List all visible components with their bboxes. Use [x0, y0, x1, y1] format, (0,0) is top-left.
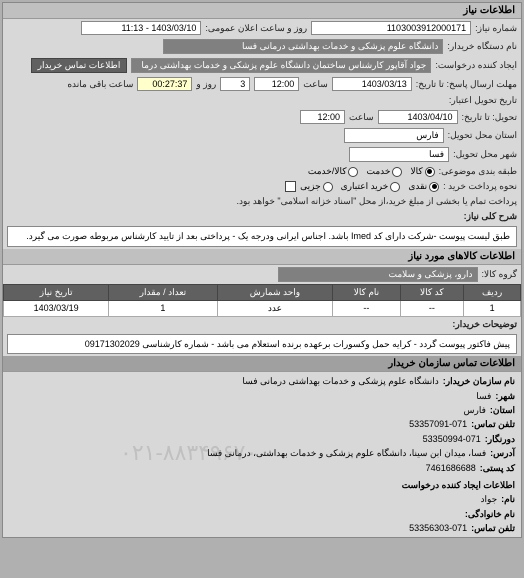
budget-radio-service[interactable]: خدمت	[366, 166, 402, 177]
fax-value: 53350994-071	[423, 432, 481, 446]
delivery-label: تاریخ تحویل اعتبار:	[449, 95, 517, 106]
buyer-name-field: دانشگاه علوم پزشکی و خدمات بهداشتی درمان…	[163, 39, 443, 54]
creator-header: اطلاعات ایجاد کننده درخواست	[402, 478, 515, 492]
city-info-value: فسا	[476, 389, 491, 403]
city-label: شهر محل تحویل:	[453, 149, 517, 160]
buyer-note-text: پیش فاکتور پیوست گردد - کرایه حمل وکسورا…	[7, 334, 517, 355]
request-no-label: شماره نیاز:	[475, 23, 517, 34]
name-label: نام:	[501, 492, 515, 506]
goods-table: ردیف کد کالا نام کالا واحد شمارش تعداد /…	[3, 284, 521, 317]
tel-label: تلفن تماس:	[471, 521, 515, 535]
postal-label: کد پستی:	[480, 461, 515, 475]
col-name: نام کالا	[333, 284, 400, 300]
remain-time-field: 00:27:37	[137, 77, 192, 91]
section-header-need: اطلاعات نیاز	[3, 3, 521, 19]
address-value: فسا، میدان ابن سینا، دانشگاه علوم پزشکی …	[207, 446, 486, 460]
buyer-name-label: نام دستگاه خریدار:	[447, 41, 517, 52]
desc-label: شرح کلی نیاز:	[464, 211, 517, 222]
buyer-note-label: توضیحات خریدار:	[452, 319, 517, 330]
delivery-date-label: تحویل: تا تاریخ:	[462, 112, 517, 123]
phone-value: 53357091-071	[409, 417, 467, 431]
name-value: جواد	[480, 492, 497, 506]
city-field: فسا	[349, 147, 449, 162]
treasury-checkbox[interactable]	[285, 181, 296, 192]
budget-label: طبقه بندی موضوعی:	[439, 166, 517, 177]
requester-field: جواد آقاپور کارشناس ساختمان دانشگاه علوم…	[131, 58, 431, 73]
deadline-label: مهلت ارسال پاسخ: تا تاریخ:	[416, 79, 517, 90]
cell-code: --	[400, 300, 464, 316]
group-label: گروه کالا:	[482, 269, 517, 280]
col-code: کد کالا	[400, 284, 464, 300]
province-field: فارس	[344, 128, 444, 143]
payment-label: نحوه پرداخت خرید :	[443, 181, 517, 192]
payment-radio-group: نقدی خرید اعتباری جزیی	[300, 181, 439, 192]
announce-field: 1403/03/10 - 11:13	[81, 21, 201, 35]
remain-label: ساعت باقی مانده	[67, 79, 133, 90]
cell-qty: 1	[109, 300, 217, 316]
request-no-field: 1103003912000171	[311, 21, 471, 35]
col-date: تاریخ نیاز	[4, 284, 109, 300]
col-row: ردیف	[464, 284, 521, 300]
table-row[interactable]: 1 -- -- عدد 1 1403/03/19	[4, 300, 521, 316]
address-label: آدرس:	[490, 446, 515, 460]
cell-date: 1403/03/19	[4, 300, 109, 316]
radio-icon	[390, 182, 400, 192]
payment-note: پرداخت تمام یا بخشی از مبلغ خرید،از محل …	[237, 196, 517, 207]
col-qty: تعداد / مقدار	[109, 284, 217, 300]
city-info-label: شهر:	[495, 389, 515, 403]
org-value: دانشگاه علوم پزشکی و خدمات بهداشتی درمان…	[242, 374, 438, 388]
desc-text: طبق لیست پیوست -شرکت دارای کد Imed باشد.…	[7, 226, 517, 247]
province-info-label: استان:	[490, 403, 515, 417]
contact-header: اطلاعات تماس سازمان خریدار	[3, 356, 521, 372]
deadline-time-label: ساعت	[303, 79, 328, 90]
contact-buyer-button[interactable]: اطلاعات تماس خریدار	[31, 58, 128, 73]
province-info-value: فارس	[464, 403, 486, 417]
deadline-time-field: 12:00	[254, 77, 299, 91]
payment-radio-credit[interactable]: خرید اعتباری	[341, 181, 401, 192]
requester-label: ایجاد کننده درخواست:	[435, 60, 517, 71]
province-label: استان محل تحویل:	[448, 130, 517, 141]
radio-icon	[323, 182, 333, 192]
radio-icon	[425, 167, 435, 177]
radio-icon	[429, 182, 439, 192]
col-unit: واحد شمارش	[217, 284, 333, 300]
delivery-date-field: 1403/04/10	[378, 110, 458, 124]
phone-label: تلفن تماس:	[471, 417, 515, 431]
cell-row: 1	[464, 300, 521, 316]
group-field: دارو، پزشکی و سلامت	[278, 267, 478, 282]
postal-value: 7461686688	[426, 461, 476, 475]
contact-info: نام سازمان خریدار: دانشگاه علوم پزشکی و خ…	[3, 372, 521, 537]
budget-radio-group: کالا خدمت کالا/خدمت	[308, 166, 435, 177]
fax-label: دورنگار:	[485, 432, 515, 446]
org-label: نام سازمان خریدار:	[443, 374, 515, 388]
delivery-time-label: ساعت	[349, 112, 374, 123]
family-label: نام خانوادگی:	[465, 507, 515, 521]
cell-unit: عدد	[217, 300, 333, 316]
tel-value: 53356303-071	[409, 521, 467, 535]
days-label: روز و	[196, 79, 216, 90]
radio-icon	[348, 167, 358, 177]
budget-radio-both[interactable]: کالا/خدمت	[308, 166, 359, 177]
radio-icon	[392, 167, 402, 177]
days-field: 3	[220, 77, 250, 91]
goods-header: اطلاعات کالاهای مورد نیاز	[3, 249, 521, 265]
announce-label: روز و ساعت اعلان عمومی:	[205, 23, 307, 34]
payment-radio-partial[interactable]: جزیی	[300, 181, 333, 192]
delivery-time-field: 12:00	[300, 110, 345, 124]
cell-name: --	[333, 300, 400, 316]
payment-radio-cash[interactable]: نقدی	[408, 181, 439, 192]
budget-radio-goods[interactable]: کالا	[410, 166, 434, 177]
deadline-date-field: 1403/03/13	[332, 77, 412, 91]
